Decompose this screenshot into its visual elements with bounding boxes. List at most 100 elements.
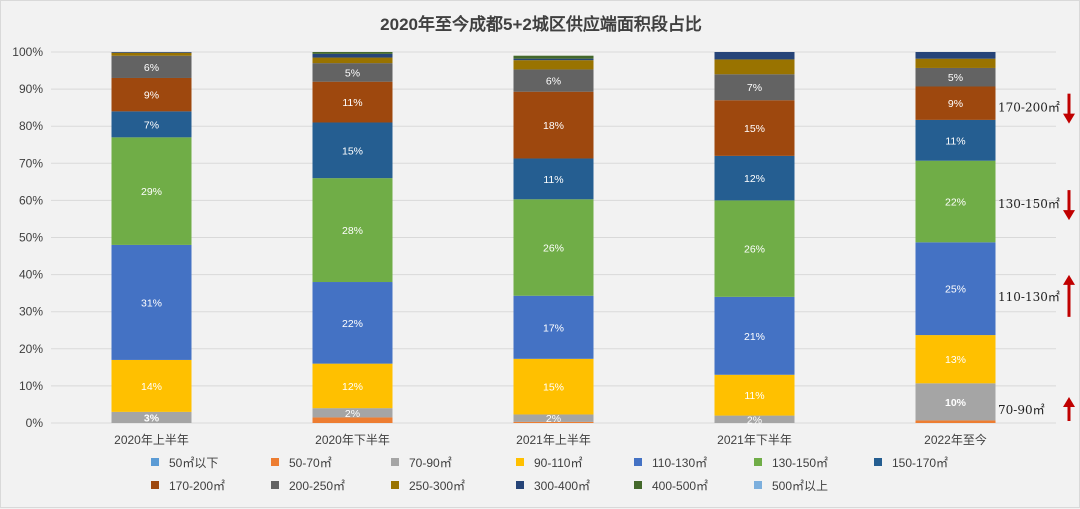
bar-segment: [714, 74, 795, 101]
bar-segment: [312, 408, 393, 418]
legend-label: 250-300㎡: [409, 479, 465, 493]
data-label: 15%: [543, 382, 564, 394]
bar-segment: [714, 374, 795, 416]
chart-title: 2020年至今成都5+2城区供应端面积段占比: [380, 15, 702, 34]
legend-swatch: [271, 458, 279, 466]
x-category-label: 2021年下半年: [717, 433, 792, 447]
data-label: 22%: [945, 197, 966, 209]
data-label: 11%: [342, 97, 362, 109]
bar-segment: [915, 242, 996, 336]
data-label: 31%: [141, 297, 162, 309]
legend-label: 400-500㎡: [652, 479, 708, 493]
data-label: 5%: [345, 67, 360, 79]
arrow-head: [1063, 397, 1075, 408]
bar-segment: [915, 52, 996, 59]
data-label: 26%: [744, 244, 765, 256]
x-category-label: 2020年上半年: [114, 433, 189, 447]
bar-segment: [513, 60, 594, 70]
data-label: 26%: [543, 243, 564, 255]
legend-label: 300-400㎡: [534, 479, 590, 493]
legend-label: 500㎡以上: [772, 479, 828, 493]
legend-swatch: [634, 458, 642, 466]
bar-segment: [714, 100, 795, 156]
arrow-down-icon: [1063, 93, 1075, 124]
data-label: 10%: [945, 397, 967, 409]
y-tick-label: 80%: [19, 119, 43, 133]
bar-segment: [312, 63, 393, 82]
legend-swatch: [391, 458, 399, 466]
bar-segment: [111, 77, 192, 112]
y-tick-label: 70%: [19, 156, 43, 170]
bar-segment: [513, 295, 594, 359]
bar-segment: [714, 200, 795, 297]
bar-segment: [915, 420, 996, 423]
data-label: 3%: [144, 412, 160, 424]
data-label: 2%: [747, 414, 762, 426]
data-label: 18%: [543, 120, 564, 132]
data-label: 15%: [342, 145, 363, 157]
bar-segment: [111, 359, 192, 412]
y-tick-label: 90%: [19, 82, 43, 96]
bar-segment: [915, 58, 996, 68]
legend-swatch: [754, 458, 762, 466]
annotation-label: 170-200㎡: [998, 101, 1060, 115]
legend-label: 130-150㎡: [772, 456, 828, 470]
data-label: 28%: [342, 225, 363, 237]
bar-segment: [915, 86, 996, 120]
bar-segment: [312, 53, 393, 58]
bar-segment: [915, 335, 996, 384]
bar-segment: [915, 67, 996, 87]
arrow-head: [1063, 210, 1075, 221]
y-tick-label: 60%: [19, 193, 43, 207]
legend-label: 70-90㎡: [409, 456, 452, 470]
bar-segment: [513, 358, 594, 415]
legend-swatch: [151, 458, 159, 466]
data-label: 11%: [543, 174, 563, 186]
arrow-up-icon: [1063, 397, 1075, 422]
bar-segment: [915, 160, 996, 243]
data-label: 25%: [945, 284, 966, 296]
data-label: 21%: [744, 331, 765, 343]
data-label: 7%: [747, 82, 762, 94]
bar-segment: [513, 158, 594, 200]
legend-swatch: [391, 481, 399, 489]
legend-swatch: [151, 481, 159, 489]
bar-segment: [312, 363, 393, 409]
data-label: 7%: [144, 119, 159, 131]
legend-label: 110-130㎡: [652, 456, 707, 470]
bar-segment: [312, 178, 393, 283]
bar-segment: [714, 59, 795, 75]
bar-segment: [714, 296, 795, 375]
data-label: 29%: [141, 186, 162, 198]
bar-segment: [513, 199, 594, 296]
legend-label: 50㎡以下: [169, 456, 218, 470]
data-label: 2%: [345, 408, 360, 420]
data-label: 17%: [543, 322, 564, 334]
bar-segment: [312, 282, 393, 364]
bar-segment: [312, 57, 393, 64]
bar-segment: [915, 383, 996, 421]
bar-segment: [312, 417, 393, 423]
legend-label: 150-170㎡: [892, 456, 948, 470]
arrow-head: [1063, 113, 1075, 124]
bar-segment: [513, 69, 594, 92]
legend-swatch: [874, 458, 882, 466]
y-tick-label: 20%: [19, 342, 43, 356]
bar-segment: [111, 111, 192, 138]
bar-segment: [111, 137, 192, 245]
bar-segment: [513, 58, 594, 61]
bar-segment: [513, 421, 594, 423]
arrow-head: [1063, 274, 1075, 285]
annotation-layer: 170-200㎡ 130-150㎡ 110-130㎡ 70-90㎡: [998, 93, 1075, 422]
bar-segment: [714, 155, 795, 201]
legend-swatch: [271, 481, 279, 489]
legend-label: 90-110㎡: [534, 456, 582, 470]
data-label: 9%: [144, 90, 159, 102]
bar-segment: [915, 119, 996, 161]
data-label: 12%: [342, 381, 363, 393]
bar-segment: [111, 52, 192, 53]
y-tick-label: 10%: [19, 379, 43, 393]
y-tick-label: 30%: [19, 305, 43, 319]
bar-segment: [312, 122, 393, 179]
